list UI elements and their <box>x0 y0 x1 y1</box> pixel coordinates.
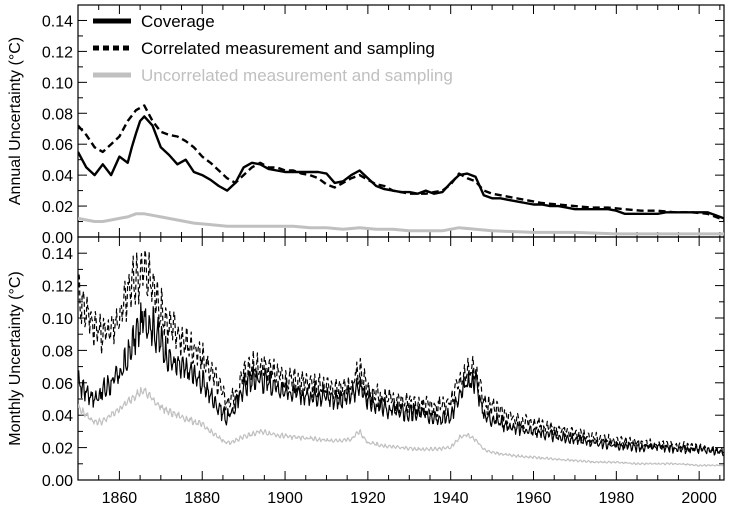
xtick-label-0: 1860 <box>102 490 138 507</box>
annual-ytick-label-3: 0.06 <box>42 137 73 154</box>
legend-label-uncorrelated: Uncorrelated measurement and sampling <box>141 66 453 85</box>
monthly-panel: 0.00 0.02 0.04 0.06 0.08 0.10 0.12 0.14 1860 1880… <box>7 236 725 507</box>
xtick-label-2: 1900 <box>267 490 303 507</box>
monthly-series-line-correlated <box>78 249 724 455</box>
annual-series-line-correlated <box>78 104 724 222</box>
monthly-y-axis-label: Monthly Uncertainty (°C) <box>7 271 24 445</box>
monthly-ytick-label-1: 0.02 <box>42 441 73 458</box>
monthly-ytick-label-5: 0.10 <box>42 311 73 328</box>
annual-series-line-uncorrelated <box>78 212 724 236</box>
monthly-series-line-uncorrelated <box>78 386 724 467</box>
annual-y-axis-label: Annual Uncertainty (°C) <box>7 37 24 205</box>
legend-label-coverage: Coverage <box>141 12 215 31</box>
annual-ytick-label-5: 0.10 <box>42 75 73 92</box>
monthly-ytick-label-4: 0.08 <box>42 343 73 360</box>
annual-ytick-label-4: 0.08 <box>42 106 73 123</box>
annual-ytick-label-7: 0.14 <box>42 13 73 30</box>
xtick-label-7: 2000 <box>681 490 717 507</box>
xtick-label-5: 1960 <box>516 490 552 507</box>
annual-ytick-label-2: 0.04 <box>42 168 73 185</box>
annual-series-line-coverage <box>78 115 724 220</box>
monthly-ytick-label-3: 0.06 <box>42 376 73 393</box>
legend-label-correlated: Correlated measurement and sampling <box>141 39 435 58</box>
xtick-label-6: 1980 <box>599 490 635 507</box>
monthly-ytick-label-0: 0.00 <box>42 473 73 490</box>
monthly-plot-frame <box>77 236 725 481</box>
xtick-label-3: 1920 <box>350 490 386 507</box>
xtick-label-4: 1940 <box>433 490 469 507</box>
monthly-ytick-label-7: 0.14 <box>42 246 73 263</box>
annual-ytick-label-6: 0.12 <box>42 44 73 61</box>
monthly-ytick-label-2: 0.04 <box>42 408 73 425</box>
annual-panel: 0.00 0.02 0.04 0.06 0.08 0.10 0.12 0.14 Annual U… <box>7 4 725 247</box>
xtick-label-1: 1880 <box>184 490 220 507</box>
monthly-ytick-label-6: 0.12 <box>42 279 73 296</box>
annual-ytick-label-0: 0.00 <box>42 230 73 247</box>
monthly-series-line-coverage <box>78 302 724 457</box>
annual-ytick-label-1: 0.02 <box>42 199 73 216</box>
